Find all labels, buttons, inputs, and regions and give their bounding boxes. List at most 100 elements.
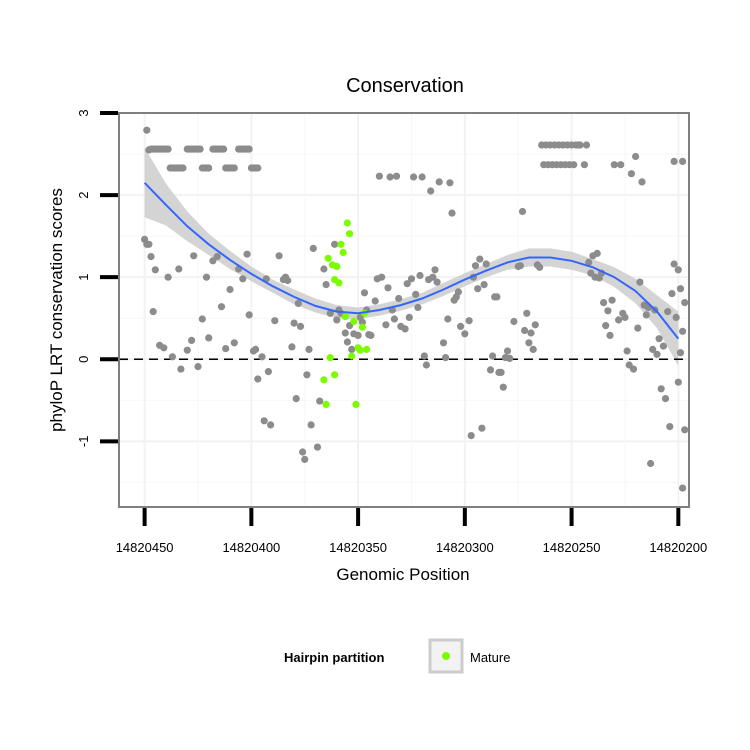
x-tick-label: 14820450 bbox=[116, 540, 174, 555]
data-point-gray bbox=[617, 161, 625, 169]
data-point-gray bbox=[435, 178, 443, 186]
data-point-gray bbox=[164, 273, 172, 281]
data-point-gray bbox=[371, 297, 379, 305]
data-point-gray bbox=[401, 325, 409, 333]
data-point-gray bbox=[493, 293, 501, 301]
y-axis-title: phyloP LRT conservation scores bbox=[47, 188, 66, 432]
data-point-gray bbox=[301, 455, 309, 463]
y-tick-label: 2 bbox=[76, 191, 91, 198]
data-point-gray bbox=[615, 316, 623, 324]
data-point-gray bbox=[230, 164, 238, 172]
data-point-gray bbox=[681, 299, 689, 307]
panel-border bbox=[118, 112, 690, 508]
data-point-gray bbox=[442, 354, 450, 362]
data-point-gray bbox=[322, 281, 330, 289]
chart-title: Conservation bbox=[346, 75, 464, 97]
data-point-gray bbox=[679, 327, 687, 335]
data-point-gray bbox=[674, 378, 682, 386]
data-point-gray bbox=[213, 253, 221, 261]
data-point-gray bbox=[536, 263, 544, 271]
data-point-gray bbox=[410, 173, 418, 181]
mature-points bbox=[320, 219, 371, 408]
data-point-mature bbox=[326, 354, 334, 362]
data-point-gray bbox=[661, 395, 670, 403]
data-point-gray bbox=[168, 353, 176, 361]
data-point-gray bbox=[429, 273, 437, 281]
data-point-gray bbox=[580, 161, 589, 169]
data-point-gray bbox=[305, 345, 313, 353]
confidence-ribbon bbox=[144, 147, 679, 366]
y-tick-label: 1 bbox=[76, 274, 91, 281]
data-point-gray bbox=[151, 266, 159, 274]
data-point-gray bbox=[634, 324, 642, 332]
data-point-gray bbox=[271, 317, 279, 325]
data-point-gray bbox=[343, 338, 351, 346]
data-point-gray bbox=[188, 336, 196, 344]
y-tick-label: 3 bbox=[76, 109, 91, 116]
data-point-gray bbox=[239, 275, 247, 283]
data-point-gray bbox=[439, 339, 448, 347]
data-point-gray bbox=[503, 347, 512, 355]
data-point-gray bbox=[670, 157, 678, 165]
data-point-gray bbox=[506, 354, 514, 362]
data-point-gray bbox=[527, 329, 535, 337]
data-point-gray bbox=[585, 258, 593, 266]
data-point-gray bbox=[226, 285, 234, 294]
data-point-gray bbox=[254, 375, 262, 383]
data-point-mature bbox=[341, 313, 349, 321]
data-point-gray bbox=[194, 363, 202, 371]
x-tick-label: 14820350 bbox=[329, 540, 387, 555]
legend-label-mature: Mature bbox=[470, 650, 510, 665]
data-point-gray bbox=[264, 368, 272, 376]
data-point-gray bbox=[476, 255, 484, 263]
data-point-gray bbox=[431, 266, 439, 274]
x-axis: 14820450 14820400 14820350 14820300 14820250… bbox=[116, 508, 707, 555]
data-point-gray bbox=[529, 345, 537, 353]
data-point-gray bbox=[420, 352, 428, 360]
data-point-gray bbox=[292, 395, 300, 403]
data-point-gray bbox=[416, 271, 424, 280]
x-tick-label: 14820300 bbox=[436, 540, 494, 555]
data-point-gray bbox=[623, 347, 631, 355]
data-point-gray bbox=[179, 164, 187, 172]
data-point-mature bbox=[358, 323, 366, 331]
data-point-gray bbox=[610, 161, 618, 169]
data-point-gray bbox=[516, 262, 524, 270]
data-point-mature bbox=[339, 248, 347, 257]
data-point-gray bbox=[412, 290, 420, 298]
data-point-gray bbox=[149, 308, 157, 316]
data-point-gray bbox=[621, 313, 629, 321]
x-tick-label: 14820250 bbox=[543, 540, 601, 555]
data-point-gray bbox=[525, 339, 533, 347]
data-point-gray bbox=[403, 280, 411, 288]
data-point-gray bbox=[478, 424, 486, 432]
panel-background bbox=[119, 113, 689, 507]
data-point-mature bbox=[352, 400, 360, 408]
data-point-gray bbox=[482, 260, 490, 268]
data-point-gray bbox=[303, 371, 311, 379]
confidence-ribbon-layer bbox=[144, 147, 679, 366]
x-axis-title: Genomic Position bbox=[336, 565, 469, 584]
data-point-gray bbox=[657, 385, 665, 393]
data-point-gray bbox=[666, 423, 674, 431]
data-point-gray bbox=[254, 164, 262, 172]
data-point-gray bbox=[326, 309, 334, 317]
data-point-gray bbox=[627, 170, 636, 178]
data-point-gray bbox=[461, 330, 469, 338]
data-point-gray bbox=[183, 346, 191, 354]
data-point-mature bbox=[333, 262, 341, 271]
data-point-gray bbox=[668, 290, 676, 298]
data-point-gray bbox=[676, 285, 685, 293]
data-point-mature bbox=[350, 317, 358, 326]
data-point-gray bbox=[245, 145, 253, 153]
data-point-gray bbox=[284, 276, 292, 285]
data-point-gray bbox=[290, 319, 298, 327]
x-tick-label: 14820400 bbox=[222, 540, 280, 555]
data-point-mature bbox=[363, 345, 371, 353]
data-point-gray bbox=[570, 161, 578, 169]
data-point-gray bbox=[160, 344, 168, 352]
data-point-gray bbox=[471, 262, 480, 270]
data-point-gray bbox=[521, 326, 529, 335]
data-point-gray bbox=[642, 311, 650, 319]
data-point-gray bbox=[217, 303, 226, 311]
